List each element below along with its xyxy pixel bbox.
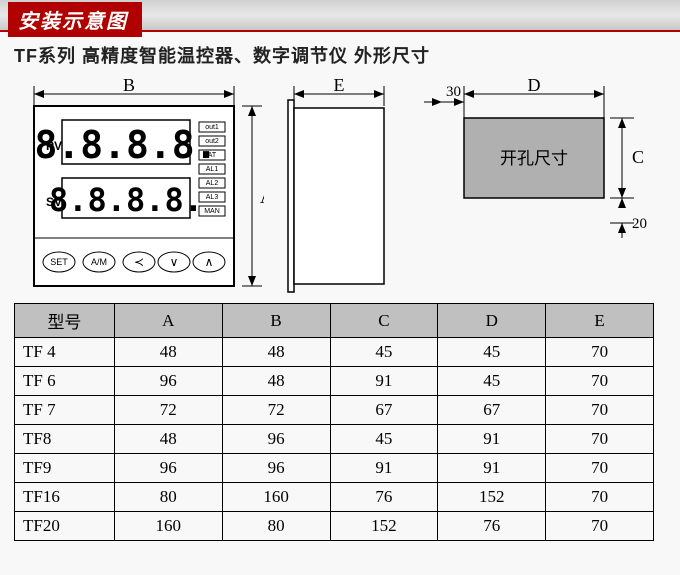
svg-text:out2: out2 — [205, 138, 219, 145]
cell-dim: 72 — [222, 396, 330, 425]
sv-digits: 8.8.8.8. — [49, 181, 203, 219]
svg-text:SET: SET — [50, 257, 68, 267]
svg-text:∧: ∧ — [205, 255, 214, 269]
cell-dim: 67 — [438, 396, 546, 425]
dim-e-label: E — [334, 78, 345, 95]
dim-20-label: 20 — [632, 216, 647, 232]
cell-dim: 80 — [222, 512, 330, 541]
cell-dim: 96 — [222, 425, 330, 454]
cell-model: TF8 — [15, 425, 115, 454]
dimensions-table: 型号 A B C D E TF 44848454570TF 6964891457… — [0, 303, 680, 541]
cell-dim: 48 — [114, 425, 222, 454]
dim-30-label: 30 — [446, 84, 461, 100]
cell-dim: 91 — [330, 367, 438, 396]
cutout-view-diagram: 30 D 开孔尺寸 C 20 — [424, 78, 654, 258]
cell-dim: 152 — [330, 512, 438, 541]
cell-dim: 80 — [114, 483, 222, 512]
cell-dim: 91 — [438, 454, 546, 483]
table-row: TF99696919170 — [15, 454, 654, 483]
cell-dim: 91 — [330, 454, 438, 483]
svg-text:AT: AT — [208, 152, 217, 159]
table-header-row: 型号 A B C D E — [15, 304, 654, 338]
cell-dim: 76 — [330, 483, 438, 512]
cell-dim: 96 — [114, 367, 222, 396]
cell-dim: 45 — [330, 425, 438, 454]
table-row: TF16801607615270 — [15, 483, 654, 512]
cell-dim: 45 — [330, 338, 438, 367]
dim-b-label: B — [123, 78, 135, 95]
cell-dim: 70 — [546, 338, 654, 367]
cell-dim: 70 — [546, 367, 654, 396]
cell-model: TF 7 — [15, 396, 115, 425]
cell-dim: 96 — [222, 454, 330, 483]
cell-dim: 160 — [114, 512, 222, 541]
svg-text:AL1: AL1 — [206, 166, 219, 173]
th-e: E — [546, 304, 654, 338]
dim-d-label: D — [528, 78, 541, 95]
cell-dim: 70 — [546, 483, 654, 512]
diagram-row: B PV 8.8.8.8. SV 8.8.8.8. out1 out2 AT A… — [0, 72, 680, 303]
svg-text:∨: ∨ — [170, 255, 179, 269]
header-title: 安装示意图 — [8, 2, 142, 37]
th-a: A — [114, 304, 222, 338]
cell-dim: 45 — [438, 367, 546, 396]
cell-dim: 160 — [222, 483, 330, 512]
svg-text:≺: ≺ — [134, 255, 144, 269]
cell-dim: 48 — [222, 367, 330, 396]
dim-c-label: C — [632, 147, 644, 167]
cell-model: TF16 — [15, 483, 115, 512]
header-bar: 安装示意图 — [0, 0, 680, 32]
pv-digits: 8.8.8.8. — [34, 123, 217, 167]
table-row: TF20160801527670 — [15, 512, 654, 541]
table-row: TF 44848454570 — [15, 338, 654, 367]
cell-dim: 67 — [330, 396, 438, 425]
cell-dim: 72 — [114, 396, 222, 425]
cell-dim: 70 — [546, 512, 654, 541]
table-row: TF84896459170 — [15, 425, 654, 454]
th-c: C — [330, 304, 438, 338]
cell-dim: 152 — [438, 483, 546, 512]
cell-model: TF 6 — [15, 367, 115, 396]
cell-dim: 48 — [222, 338, 330, 367]
cell-dim: 91 — [438, 425, 546, 454]
cell-dim: 96 — [114, 454, 222, 483]
cell-model: TF9 — [15, 454, 115, 483]
svg-text:AL2: AL2 — [206, 180, 219, 187]
th-d: D — [438, 304, 546, 338]
cell-dim: 70 — [546, 454, 654, 483]
cell-dim: 76 — [438, 512, 546, 541]
dim-a-label: A — [260, 187, 264, 207]
side-view-diagram: E — [284, 78, 404, 293]
table-row: TF 69648914570 — [15, 367, 654, 396]
cell-dim: 45 — [438, 338, 546, 367]
table-row: TF 77272676770 — [15, 396, 654, 425]
subtitle: TF系列 高精度智能温控器、数字调节仪 外形尺寸 — [0, 32, 680, 72]
svg-text:MAN: MAN — [204, 208, 220, 215]
svg-text:out1: out1 — [205, 124, 219, 131]
cell-model: TF20 — [15, 512, 115, 541]
cell-dim: 70 — [546, 396, 654, 425]
cutout-label: 开孔尺寸 — [500, 149, 568, 168]
th-model: 型号 — [15, 304, 115, 338]
cell-dim: 48 — [114, 338, 222, 367]
cell-model: TF 4 — [15, 338, 115, 367]
svg-text:AL3: AL3 — [206, 194, 219, 201]
cell-dim: 70 — [546, 425, 654, 454]
th-b: B — [222, 304, 330, 338]
front-view-diagram: B PV 8.8.8.8. SV 8.8.8.8. out1 out2 AT A… — [14, 78, 264, 293]
svg-text:A/M: A/M — [91, 257, 107, 267]
